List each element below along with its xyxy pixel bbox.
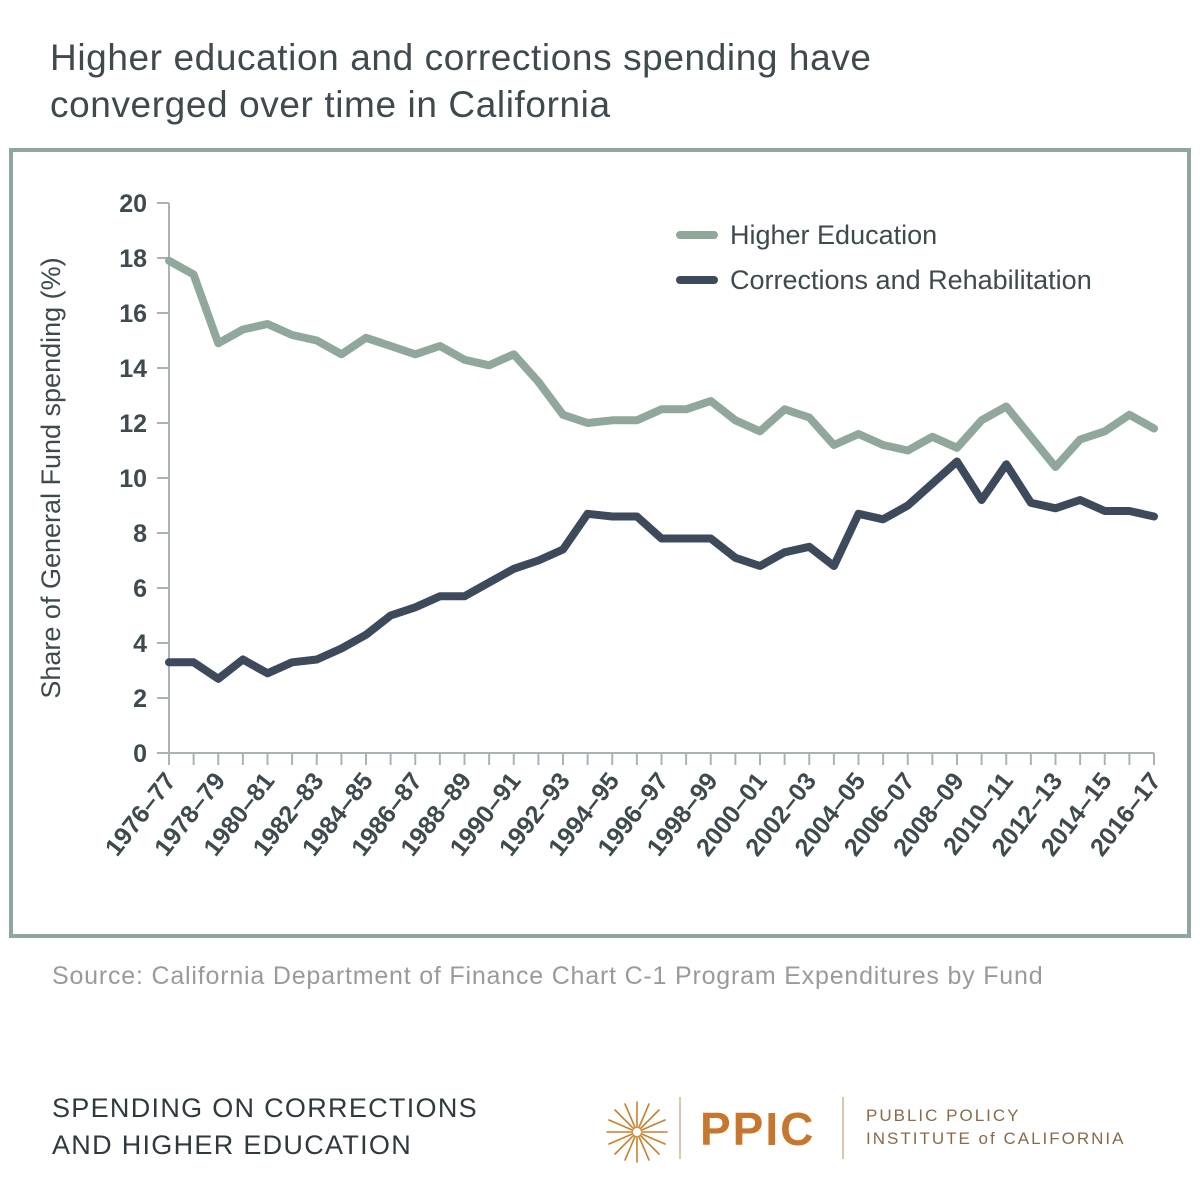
chart-title-line-1: Higher education and corrections spendin… [50,37,872,78]
y-tick-label: 16 [119,300,147,328]
y-tick-label: 0 [133,740,147,768]
logo-divider-left [679,1097,681,1159]
legend-higher-education-label: Higher Education [730,220,937,250]
ppic-full-name: PUBLIC POLICY INSTITUTE of CALIFORNIA [866,1104,1125,1150]
y-tick-label: 8 [133,520,147,548]
y-tick-label: 18 [119,245,147,273]
ppic-acronym: PPIC [700,1103,816,1155]
footer-title-line-1: SPENDING ON CORRECTIONS [52,1093,478,1123]
y-tick-label: 14 [119,355,147,383]
y-tick-label: 2 [133,685,147,713]
y-tick-label: 12 [119,410,147,438]
y-axis-title: Share of General Fund spending (%) [36,257,66,698]
ppic-name-line-2: INSTITUTE of CALIFORNIA [866,1129,1126,1148]
ppic-starburst-icon [606,1101,668,1163]
source-note: Source: California Department of Finance… [52,962,1044,990]
footer-title-line-2: AND HIGHER EDUCATION [52,1130,413,1160]
y-tick-label: 6 [133,575,147,603]
y-tick-label: 20 [119,190,147,218]
logo-divider-right [842,1097,844,1159]
chart-frame [9,148,1191,938]
legend-corrections-label: Corrections and Rehabilitation [730,265,1092,295]
chart-title: Higher education and corrections spendin… [50,34,1150,128]
y-tick-label: 4 [133,630,147,658]
chart-title-line-2: converged over time in California [50,84,611,125]
ppic-name-line-1: PUBLIC POLICY [866,1106,1021,1125]
footer-title: SPENDING ON CORRECTIONS AND HIGHER EDUCA… [52,1090,478,1164]
corrections-line [165,457,1158,683]
line-chart: 0 2 4 6 8 10 12 14 16 18 20 Share of General Fund s… [36,190,1167,861]
y-tick-label: 10 [119,465,147,493]
